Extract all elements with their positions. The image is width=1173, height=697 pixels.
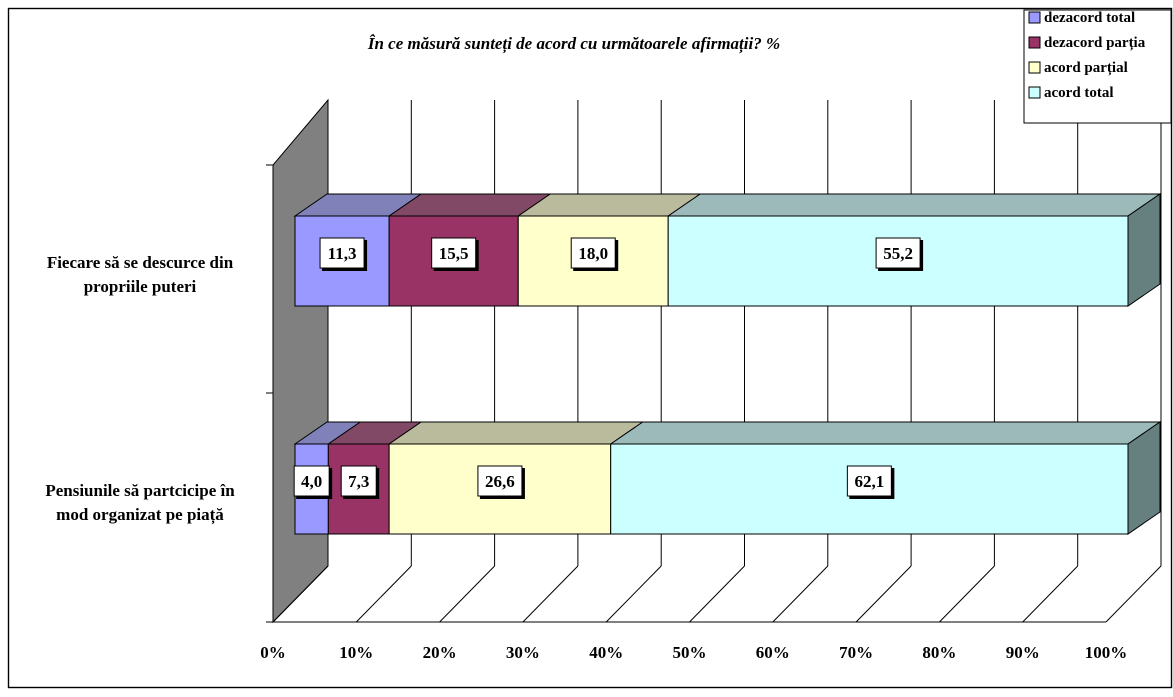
legend-swatch bbox=[1028, 36, 1041, 49]
bar-top bbox=[387, 421, 645, 445]
category-label: Pensiunile să partcicipe în mod organizat… bbox=[45, 481, 235, 525]
data-label-box bbox=[477, 465, 523, 497]
data-label-box bbox=[570, 237, 616, 269]
x-tick-label: 10% bbox=[339, 643, 373, 662]
data-label: 15,5 bbox=[439, 244, 469, 263]
category-label-line: mod organizat pe piață bbox=[56, 505, 224, 525]
legend: dezacord total dezacord parția acord parți… bbox=[1023, 9, 1172, 124]
data-label-box bbox=[293, 465, 330, 497]
chart-border bbox=[7, 7, 1173, 689]
floor-gridline bbox=[1105, 565, 1162, 623]
legend-label: acord total bbox=[1044, 85, 1114, 101]
x-tick-label: 20% bbox=[423, 643, 457, 662]
category-label: Fiecare să se descurce din propriile pute… bbox=[47, 253, 234, 296]
x-tick-label: 40% bbox=[589, 643, 623, 662]
floor-gridline bbox=[355, 565, 412, 623]
bar-side bbox=[1127, 193, 1161, 307]
floor-gridline bbox=[272, 565, 329, 623]
data-label: 55,2 bbox=[883, 244, 913, 263]
floor-gridline bbox=[939, 565, 995, 623]
data-label: 7,3 bbox=[348, 472, 369, 491]
floor-gridline bbox=[439, 565, 495, 623]
x-tick-label: 90% bbox=[1006, 643, 1040, 662]
floor-gridline bbox=[605, 565, 662, 623]
bar-top bbox=[666, 193, 1162, 217]
data-label: 62,1 bbox=[854, 472, 884, 491]
chart-title: În ce măsură sunteți de acord cu următoa… bbox=[367, 34, 780, 54]
floor-gridline bbox=[522, 565, 579, 623]
back-wall bbox=[272, 98, 329, 624]
x-tick-label: 100% bbox=[1085, 643, 1128, 662]
bar-side bbox=[1127, 421, 1161, 535]
data-label: 18,0 bbox=[578, 244, 608, 263]
data-label: 4,0 bbox=[301, 472, 322, 491]
x-tick-label: 60% bbox=[756, 643, 790, 662]
category-label-line: Pensiunile să partcicipe în bbox=[45, 481, 235, 500]
x-tick-label: 30% bbox=[506, 643, 540, 662]
floor-gridline bbox=[855, 565, 912, 623]
category-label-line: Fiecare să se descurce din bbox=[47, 253, 234, 272]
data-label: 26,6 bbox=[485, 472, 515, 491]
data-label-box bbox=[875, 237, 921, 269]
legend-label: acord parțial bbox=[1044, 60, 1128, 76]
data-label: 11,3 bbox=[328, 244, 357, 263]
legend-swatch bbox=[1028, 86, 1041, 99]
x-tick-label: 50% bbox=[673, 643, 707, 662]
x-tick-label: 0% bbox=[260, 643, 286, 662]
data-label-box bbox=[431, 237, 477, 269]
data-label-box bbox=[846, 465, 892, 497]
legend-label: dezacord total bbox=[1044, 10, 1135, 26]
floor-gridline bbox=[689, 565, 745, 623]
data-label-box bbox=[340, 465, 377, 497]
x-tick-label: 70% bbox=[839, 643, 873, 662]
data-label-box bbox=[319, 237, 365, 269]
legend-swatch bbox=[1028, 61, 1041, 74]
legend-label: dezacord parția bbox=[1044, 35, 1146, 51]
category-label-line: propriile puteri bbox=[84, 277, 197, 296]
floor-gridline bbox=[772, 565, 829, 623]
legend-swatch bbox=[1028, 11, 1041, 24]
legend-box bbox=[1023, 9, 1172, 124]
floor-gridline bbox=[1022, 565, 1079, 623]
bar-top bbox=[609, 421, 1162, 445]
x-tick-label: 80% bbox=[922, 643, 956, 662]
